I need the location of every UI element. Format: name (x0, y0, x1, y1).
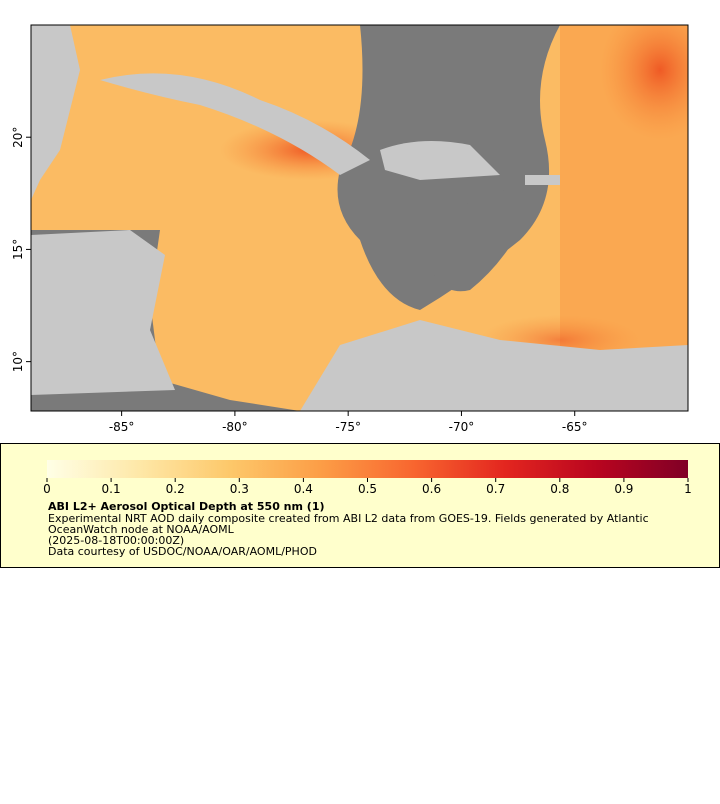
x-tick-label: -85° (109, 420, 135, 434)
colorbar-tick-label: 0.8 (550, 482, 569, 496)
x-tick-label: -80° (222, 420, 248, 434)
map-frame (30, 24, 689, 412)
x-tick-label: -70° (449, 420, 475, 434)
y-tick-label: 10° (11, 351, 25, 372)
colorbar-tick-label: 0.7 (486, 482, 505, 496)
legend-title: ABI L2+ Aerosol Optical Depth at 550 nm … (48, 500, 325, 513)
y-tick-label: 15° (11, 239, 25, 260)
map-raster (31, 25, 688, 411)
y-tick-label: 20° (11, 127, 25, 148)
colorbar-tick-label: 0.4 (294, 482, 313, 496)
legend-description: OceanWatch node at NOAA/AOML (48, 523, 235, 536)
colorbar-tick-label: 0.6 (422, 482, 441, 496)
legend-description: Experimental NRT AOD daily composite cre… (48, 512, 649, 525)
colorbar-tick-label: 1 (684, 482, 692, 496)
colorbar-tick-label: 0.5 (358, 482, 377, 496)
colorbar-tick-label: 0 (43, 482, 51, 496)
colorbar-tick-label: 0.3 (230, 482, 249, 496)
legend-description: Data courtesy of USDOC/NOAA/OAR/AOML/PHO… (48, 545, 317, 558)
colorbar-tick-label: 0.1 (102, 482, 121, 496)
legend-description: (2025-08-18T00:00:00Z) (48, 534, 184, 547)
x-tick-label: -65° (562, 420, 588, 434)
x-tick-label: -75° (335, 420, 361, 434)
colorbar (47, 460, 688, 478)
colorbar-tick-label: 0.2 (166, 482, 185, 496)
colorbar-tick-label: 0.9 (614, 482, 633, 496)
